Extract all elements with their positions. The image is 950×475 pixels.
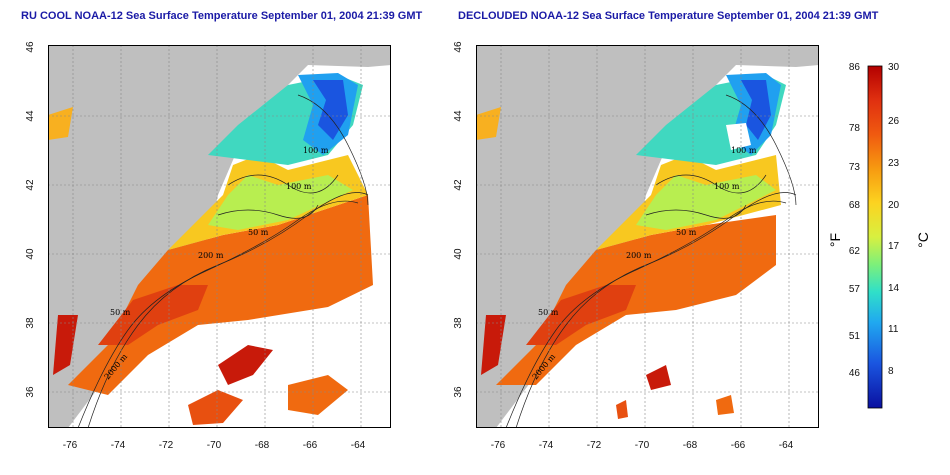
fahrenheit-tick: 86 xyxy=(849,62,861,73)
sst-warm-region xyxy=(496,215,776,385)
y-tick-label: 36 xyxy=(25,386,36,398)
y-tick-label: 44 xyxy=(25,110,36,122)
fahrenheit-tick: 73 xyxy=(849,162,861,173)
y-tick-label: 42 xyxy=(25,179,36,191)
contour-label: 50 m xyxy=(248,228,269,237)
x-tick-label: -66 xyxy=(731,440,746,451)
y-tick-label: 44 xyxy=(453,110,464,122)
contour-label: 100 m xyxy=(714,182,740,191)
x-tick-label: -68 xyxy=(255,440,270,451)
x-tick-label: -74 xyxy=(539,440,554,451)
y-tick-label: 38 xyxy=(25,317,36,329)
celsius-tick: 17 xyxy=(888,241,900,252)
y-tick-label: 40 xyxy=(453,248,464,260)
fahrenheit-tick: 62 xyxy=(849,246,861,257)
celsius-tick: 30 xyxy=(888,62,900,73)
x-tick-label: -76 xyxy=(63,440,78,451)
right-map-title: DECLOUDED NOAA-12 Sea Surface Temperatur… xyxy=(458,10,879,22)
contour-label: 200 m xyxy=(198,251,224,260)
celsius-tick: 11 xyxy=(888,324,899,335)
celsius-tick: 14 xyxy=(888,283,900,294)
x-tick-label: -64 xyxy=(351,440,366,451)
x-tick-label: -72 xyxy=(159,440,174,451)
sst-warm-region xyxy=(68,195,373,395)
x-tick-label: -76 xyxy=(491,440,506,451)
y-tick-label: 40 xyxy=(25,248,36,260)
temperature-colorbar: 86 78 73 68 62 57 51 46 30 26 23 20 17 1… xyxy=(822,58,942,418)
contour-label: 50 m xyxy=(676,228,697,237)
celsius-tick: 23 xyxy=(888,158,900,169)
contour-label: 200 m xyxy=(626,251,652,260)
colorbar-gradient xyxy=(867,65,883,409)
y-tick-label: 36 xyxy=(453,386,464,398)
x-tick-label: -70 xyxy=(207,440,222,451)
y-tick-label: 38 xyxy=(453,317,464,329)
x-tick-label: -72 xyxy=(587,440,602,451)
contour-label: 100 m xyxy=(303,146,329,155)
celsius-tick: 26 xyxy=(888,116,900,127)
fahrenheit-tick: 57 xyxy=(849,284,861,295)
left-sst-map: 100 m 100 m 50 m 200 m 50 m 2000 m xyxy=(48,45,391,428)
x-tick-label: -66 xyxy=(303,440,318,451)
x-tick-label: -68 xyxy=(683,440,698,451)
fahrenheit-tick: 68 xyxy=(849,200,861,211)
contour-label: 100 m xyxy=(286,182,312,191)
celsius-unit-label: °C xyxy=(915,232,931,248)
y-tick-label: 46 xyxy=(25,41,36,53)
x-tick-label: -64 xyxy=(779,440,794,451)
celsius-tick: 8 xyxy=(888,366,894,377)
left-map-title: RU COOL NOAA-12 Sea Surface Temperature … xyxy=(21,10,423,22)
y-tick-label: 46 xyxy=(453,41,464,53)
fahrenheit-tick: 51 xyxy=(849,331,861,342)
right-declouded-sst-map: 100 m 100 m 50 m 200 m 50 m 2000 m xyxy=(476,45,819,428)
x-tick-label: -70 xyxy=(635,440,650,451)
x-tick-label: -74 xyxy=(111,440,126,451)
contour-label: 100 m xyxy=(731,146,757,155)
y-tick-label: 42 xyxy=(453,179,464,191)
fahrenheit-tick: 46 xyxy=(849,368,861,379)
fahrenheit-unit-label: °F xyxy=(827,233,843,247)
contour-label: 50 m xyxy=(538,308,559,317)
fahrenheit-tick: 78 xyxy=(849,123,861,134)
celsius-tick: 20 xyxy=(888,200,900,211)
contour-label: 50 m xyxy=(110,308,131,317)
